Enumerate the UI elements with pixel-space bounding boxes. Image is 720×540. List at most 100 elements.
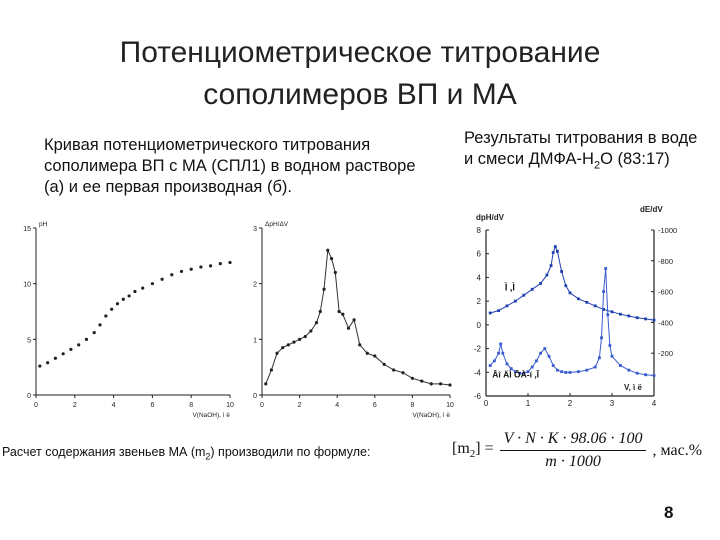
data-point bbox=[598, 356, 601, 360]
data-point bbox=[509, 367, 513, 370]
data-point bbox=[115, 302, 120, 306]
formula-fraction: V · N · K · 98.06 · 100 m · 1000 bbox=[499, 430, 647, 471]
data-point bbox=[309, 329, 313, 333]
x-tick-label: 4 bbox=[335, 402, 339, 409]
slide-number: 8 bbox=[664, 503, 674, 522]
left-y-tick-label: -2 bbox=[474, 345, 482, 354]
right-caption: Результаты титрования в воде и смеси ДМФ… bbox=[464, 128, 704, 176]
x-tick-label: 10 bbox=[226, 402, 234, 409]
data-point bbox=[610, 310, 614, 314]
data-point bbox=[568, 291, 572, 295]
data-point bbox=[604, 267, 608, 270]
data-point bbox=[314, 321, 319, 325]
left-caption: Кривая потенциометрического титрования с… bbox=[44, 136, 416, 196]
data-point bbox=[530, 365, 534, 369]
data-point bbox=[499, 342, 503, 346]
data-point bbox=[218, 262, 222, 266]
data-point bbox=[501, 351, 505, 355]
formula-lhs-sub: 2 bbox=[469, 448, 476, 461]
x-tick-label: 0 bbox=[260, 402, 264, 409]
data-point bbox=[329, 257, 334, 261]
x-axis-label: V, ì ë bbox=[624, 383, 642, 392]
chart-titration-curve: 0 2 4 6 8 10 0 5 10 15 pH V(NaOH), ì ë bbox=[23, 221, 234, 419]
formula-caption-sub: 2 bbox=[205, 451, 211, 462]
y-tick-label: 10 bbox=[23, 282, 31, 289]
data-point bbox=[627, 368, 631, 372]
formula: [m2] = V · N · K · 98.06 · 100 m · 1000 … bbox=[452, 430, 702, 471]
y-tick-label: 3 bbox=[253, 226, 257, 233]
left-y-tick-label: 6 bbox=[477, 250, 482, 259]
data-point bbox=[543, 347, 547, 350]
x-tick-label: 4 bbox=[652, 399, 657, 408]
data-point bbox=[392, 368, 396, 372]
formula-numerator: V · N · K · 98.06 · 100 bbox=[499, 430, 647, 451]
data-point bbox=[209, 264, 213, 268]
data-point bbox=[170, 273, 174, 277]
chart-results-dmfa: 0 1 2 3 4 -6 -4 -2 0 2 4 6 8 -200 -400 -600 -800 -1000 dpH… bbox=[474, 205, 677, 408]
data-point bbox=[514, 370, 517, 374]
data-point bbox=[141, 286, 145, 290]
annotation-dmfa: Âî ÄÌ ÔÀ-í ,Î bbox=[492, 368, 539, 379]
right-y-axis-label: dE/dV bbox=[640, 205, 663, 214]
data-point bbox=[522, 371, 526, 375]
x-tick-label: 8 bbox=[410, 402, 414, 409]
y-tick-label: 15 bbox=[23, 226, 31, 233]
data-point bbox=[493, 359, 496, 363]
data-point bbox=[264, 382, 268, 386]
data-point bbox=[553, 245, 557, 248]
y-tick-label: 2 bbox=[253, 282, 257, 289]
annotation-water: Ì ,Ì bbox=[504, 282, 516, 292]
data-point bbox=[38, 364, 42, 368]
formula-lhs-main: [m bbox=[452, 440, 470, 458]
data-point bbox=[539, 281, 542, 285]
data-point bbox=[644, 317, 647, 321]
data-point bbox=[199, 265, 203, 269]
data-point bbox=[341, 312, 345, 316]
data-point bbox=[488, 364, 492, 367]
data-point bbox=[127, 294, 131, 298]
data-point bbox=[160, 277, 164, 281]
data-point bbox=[382, 362, 386, 366]
data-point bbox=[627, 314, 631, 318]
data-point bbox=[530, 287, 534, 291]
data-point bbox=[228, 260, 232, 265]
series-line bbox=[265, 248, 451, 386]
formula-caption-tail: ) производили по формуле: bbox=[210, 445, 371, 459]
data-point bbox=[401, 371, 405, 375]
data-point bbox=[92, 331, 96, 335]
data-point bbox=[549, 264, 553, 267]
data-point bbox=[602, 308, 605, 311]
left-y-tick-label: 8 bbox=[477, 226, 482, 235]
formula-denominator: m · 1000 bbox=[545, 453, 601, 470]
x-tick-label: 4 bbox=[112, 402, 116, 409]
data-point bbox=[420, 379, 424, 383]
data-point bbox=[84, 337, 89, 341]
data-point bbox=[564, 284, 568, 288]
left-y-tick-label: -6 bbox=[474, 392, 482, 401]
data-point bbox=[545, 273, 549, 277]
x-tick-label: 1 bbox=[526, 399, 531, 408]
formula-unit: , мас.% bbox=[652, 441, 703, 459]
x-tick-label: 8 bbox=[189, 402, 193, 409]
data-point bbox=[652, 318, 656, 322]
data-point bbox=[652, 374, 656, 377]
y-tick-label: 0 bbox=[253, 393, 257, 400]
data-point bbox=[365, 351, 369, 355]
title-line-1: Потенциометрическое титрование bbox=[119, 36, 601, 69]
title-line-2: сополимеров ВП и МА bbox=[203, 78, 517, 111]
data-point bbox=[298, 337, 302, 341]
data-point bbox=[352, 318, 356, 322]
y-tick-label: 1 bbox=[253, 337, 257, 344]
left-y-tick-label: 2 bbox=[477, 297, 482, 306]
x-axis-label: V(NaOH), ì ë bbox=[412, 412, 450, 419]
data-point bbox=[333, 270, 337, 275]
formula-caption-main: Расчет содержания звеньев МА (m bbox=[2, 445, 206, 459]
data-point bbox=[619, 312, 622, 316]
data-point bbox=[318, 309, 322, 314]
slide-title: Потенциометрическое титрование сополимер… bbox=[0, 32, 720, 116]
data-point bbox=[522, 293, 526, 297]
data-point bbox=[429, 382, 433, 386]
data-point bbox=[560, 270, 563, 273]
data-point bbox=[593, 304, 597, 308]
right-y-tick-label: -200 bbox=[658, 349, 673, 358]
